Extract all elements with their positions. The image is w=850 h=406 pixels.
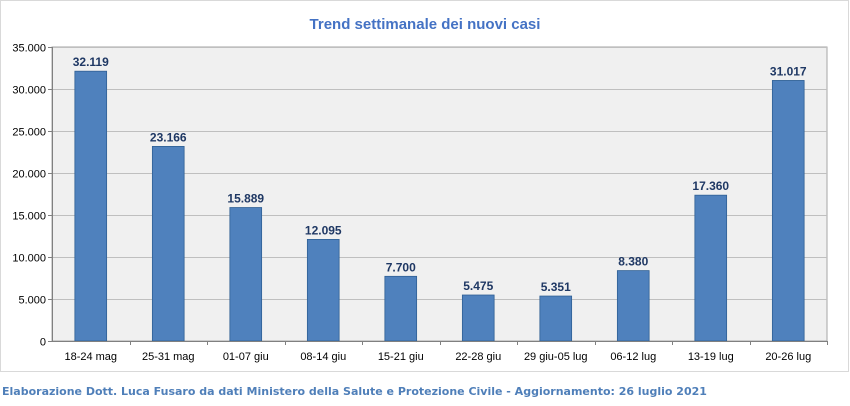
chart-title: Trend settimanale dei nuovi casi: [310, 16, 541, 33]
bar: [306, 239, 340, 342]
y-tick-label: 0: [40, 337, 46, 349]
y-tick-label: 10.000: [12, 253, 46, 265]
bar-value-label: 8.380: [618, 255, 648, 269]
y-axis-ticks: 0 5.000 10.000 15.000 20.000 25.000 30.000 35.0…: [12, 43, 53, 349]
bar: [229, 207, 263, 342]
bar: [771, 80, 805, 342]
x-tick-label: 22-28 giu: [455, 351, 501, 363]
bar: [539, 295, 573, 342]
bar-value-label: 23.166: [150, 130, 187, 144]
bar-value-label: 7.700: [386, 260, 416, 274]
x-tick-label: 18-24 mag: [64, 351, 117, 363]
bar-value-label: 17.360: [692, 179, 729, 193]
x-axis-ticks: 18-24 mag 25-31 mag 01-07 giu 08-14 giu 15-2…: [52, 341, 828, 363]
bar-chart: Trend settimanale dei nuovi casi 0 5.000 1…: [0, 0, 849, 372]
x-tick-label: 25-31 mag: [142, 351, 195, 363]
x-tick-label: 20-26 lug: [765, 351, 811, 363]
bar-value-label: 12.095: [305, 223, 342, 237]
bar: [616, 270, 650, 342]
x-tick-label: 29 giu-05 lug: [524, 351, 588, 363]
y-tick-label: 20.000: [12, 169, 46, 181]
y-tick-label: 5.000: [18, 295, 46, 307]
bar: [384, 275, 418, 342]
x-tick-label: 01-07 giu: [223, 351, 269, 363]
x-tick-label: 13-19 lug: [688, 351, 734, 363]
x-tick-label: 08-14 giu: [300, 351, 346, 363]
y-tick-label: 25.000: [12, 127, 46, 139]
bar-value-label: 15.889: [227, 192, 264, 206]
bar-value-label: 31.017: [770, 64, 807, 78]
chart-frame: Trend settimanale dei nuovi casi 0 5.000 1…: [0, 0, 849, 372]
bar-value-label: 32.119: [73, 55, 109, 69]
x-tick-label: 06-12 lug: [610, 351, 656, 363]
bar: [694, 194, 728, 342]
bars: [74, 70, 805, 342]
bar: [74, 70, 108, 342]
bar: [461, 294, 495, 342]
y-tick-label: 30.000: [12, 85, 46, 97]
source-caption: Elaborazione Dott. Luca Fusaro da dati M…: [2, 385, 707, 398]
bar-value-label: 5.351: [541, 280, 571, 294]
value-labels: 32.119 23.166 15.889 12.095 7.700 5.475 5.351 8…: [73, 55, 807, 294]
x-tick-label: 15-21 giu: [378, 351, 424, 363]
y-tick-label: 15.000: [12, 211, 46, 223]
bar: [151, 146, 185, 342]
y-tick-label: 35.000: [12, 43, 46, 55]
bar-value-label: 5.475: [463, 279, 493, 293]
